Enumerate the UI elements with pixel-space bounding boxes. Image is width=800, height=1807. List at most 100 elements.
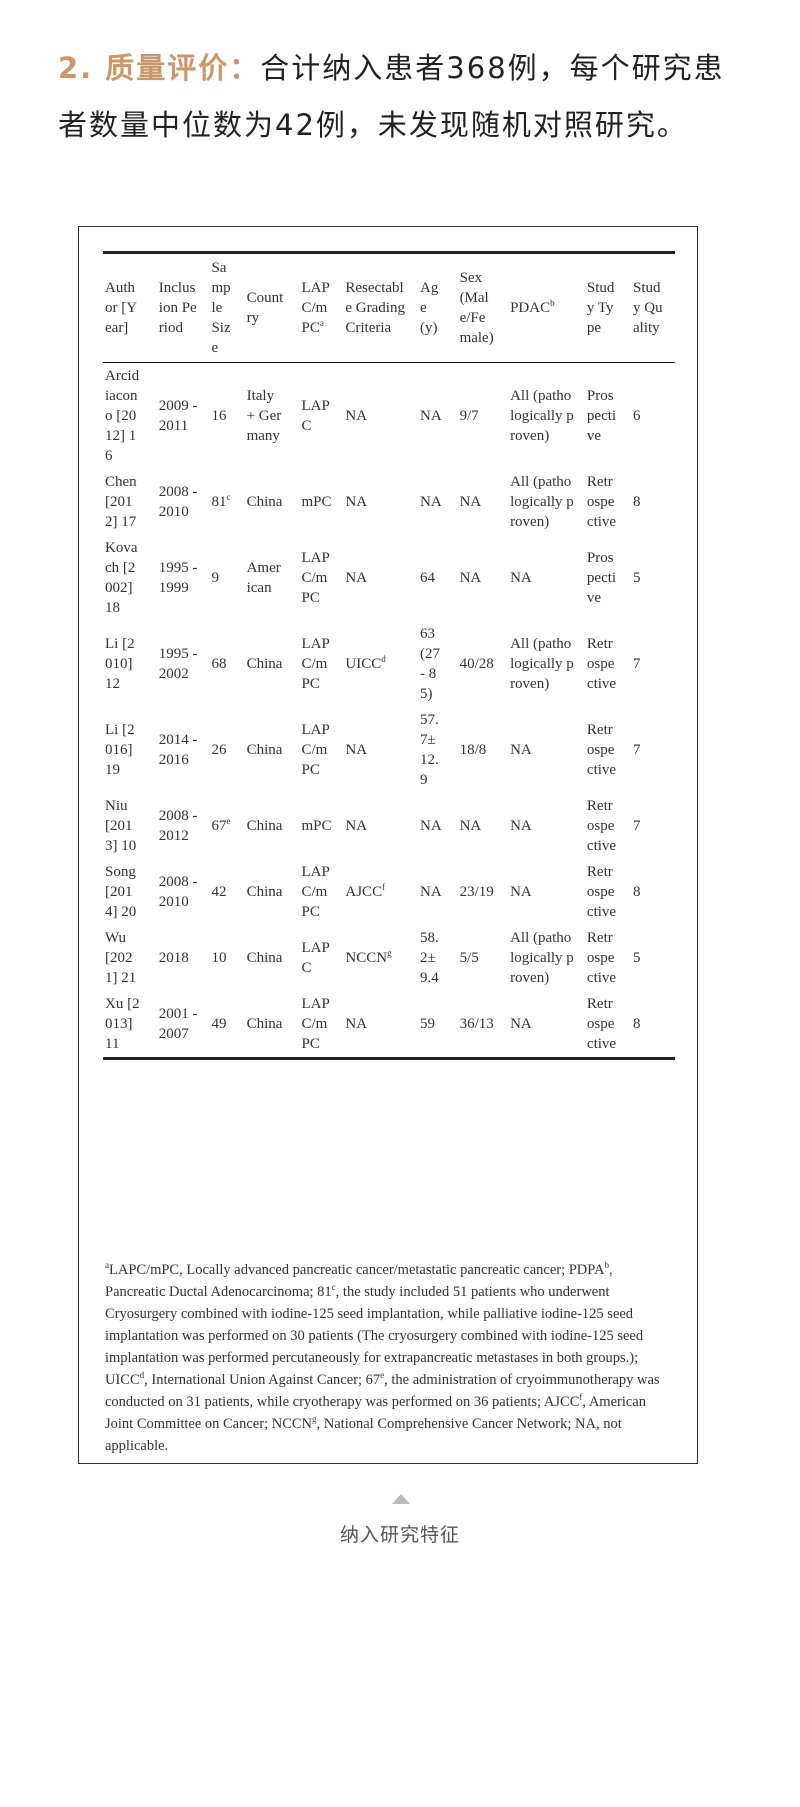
column-header: LAPC/mPCa [299,253,343,363]
table-cell: NA [508,991,585,1059]
superscript: d [381,654,386,664]
column-header-label: Age (y) [420,280,439,336]
table-cell: NA [343,535,418,621]
cell-text: Italy + Germany [246,388,282,444]
cell-text: Retrospective [586,996,617,1052]
table-cell: UICCd [343,621,418,707]
cell-text: 1995 - 2002 [158,646,198,682]
cell-text: 2008 - 2010 [158,874,198,910]
table-cell: 36/13 [458,991,509,1059]
footnote-text: , National Comprehensive Cancer Network;… [105,1416,622,1454]
figure-caption: 纳入研究特征 [339,1524,460,1546]
table-body: Arcidiacono [2012] 16 2009 - 2011 16 Italy … [103,363,675,1059]
cell-text: 5/5 [459,950,479,966]
table-figure: Author [Year] Inclusion Period Sample Size… [78,226,698,1464]
superscript: c [226,492,231,502]
table-cell: AJCCf [343,859,418,925]
cell-text: NA [420,408,442,424]
table-cell: LAPC/mPC [299,991,343,1059]
table-cell: American [245,535,300,621]
table-cell: All (pathologically proven) [508,925,585,991]
table-cell: Niu [2013] 10 [103,793,157,859]
table-row: Xu [2013] 11 2001 - 2007 49 China LAPC/mPC NA… [103,991,675,1059]
table-cell: NA [458,793,509,859]
cell-text: LAPC/mPC [301,722,330,778]
cell-text: AJCCf [345,882,386,901]
cell-text: 68 [211,656,227,672]
study-characteristics-table: Author [Year] Inclusion Period Sample Size… [103,251,675,1060]
cell-text: Retrospective [586,474,617,530]
table-cell: 67e [209,793,244,859]
table-cell: Retrospective [585,621,631,707]
table-cell: Li [2010] 12 [103,621,157,707]
cell-text: 5 [633,950,641,966]
cell-text: 18/8 [459,742,487,758]
cell-text: LAPC/mPC [301,636,330,692]
footnote-marker: d [139,1370,145,1381]
cell-text: 64 [420,570,436,586]
table-cell: China [245,859,300,925]
table-cell: 6 [631,363,675,470]
table-cell: Arcidiacono [2012] 16 [103,363,157,470]
cell-text: All (pathologically proven) [510,930,574,986]
column-header: Study Type [585,253,631,363]
table-cell: NA [343,363,418,470]
cell-text: Xu [2013] 11 [105,996,140,1052]
table-cell: NA [458,469,509,535]
column-header: Age (y) [418,253,458,363]
table-cell: 5 [631,535,675,621]
cell-text: 9/7 [459,408,479,424]
cell-text: 59 [420,1016,436,1032]
table-cell: 64 [418,535,458,621]
cell-text: Retrospective [586,798,617,854]
column-header: Country [245,253,300,363]
section-heading: 2. 质量评价： [58,51,261,85]
cell-text: Li [2010] 12 [105,636,135,692]
cell-text: 58.2± 9.4 [420,930,439,986]
table-cell: 8 [631,991,675,1059]
table-cell: Retrospective [585,469,631,535]
table-row: Arcidiacono [2012] 16 2009 - 2011 16 Italy … [103,363,675,470]
table-cell: China [245,793,300,859]
table-cell: 9/7 [458,363,509,470]
cell-text: 2014 - 2016 [158,732,198,768]
cell-text: 2001 - 2007 [158,1006,198,1042]
table-cell: 57.7± 12.9 [418,707,458,793]
table-cell: 40/28 [458,621,509,707]
cell-text: Song [2014] 20 [105,864,137,920]
cell-text: China [246,818,283,834]
table-cell: All (pathologically proven) [508,621,585,707]
table-footnote: aLAPC/mPC, Locally advanced pancreatic c… [105,1259,675,1457]
table-cell: 68 [209,621,244,707]
table-cell: NA [343,991,418,1059]
cell-text: 7 [633,656,641,672]
intro-text: 合计纳入患者368例，每个研究患者数量中位数为42例，未发现随机对照研究。 [58,51,725,142]
cell-text: 81c [211,492,231,511]
cell-text: Chen [2012] 17 [105,474,137,530]
footnote-marker: e [380,1370,385,1381]
cell-text: 7 [633,818,641,834]
cell-text: NA [510,1016,532,1032]
column-header-label: PDACb [510,298,555,317]
cell-text: Arcidiacono [2012] 16 [105,368,140,464]
table-cell: LAPC/mPC [299,535,343,621]
column-header: Inclusion Period [157,253,210,363]
cell-text: NA [510,818,532,834]
table-cell: LAPC/mPC [299,707,343,793]
column-header: Author [Year] [103,253,157,363]
table-cell: 1995 - 2002 [157,621,210,707]
table-cell: Retrospective [585,859,631,925]
cell-text: 2008 - 2010 [158,484,198,520]
cell-text: NCCNg [345,948,392,967]
cell-text: China [246,494,283,510]
footnote-marker: b [604,1260,610,1271]
table-row: Li [2010] 12 1995 - 2002 68 China LAPC/mPC UI… [103,621,675,707]
table-cell: NA [508,707,585,793]
table-cell: 23/19 [458,859,509,925]
footnote-text: , the study included 51 patients who und… [105,1284,644,1388]
cell-text: NA [510,570,532,586]
table-cell: 1995 - 1999 [157,535,210,621]
cell-text: All (pathologically proven) [510,388,574,444]
column-header-label: Country [246,290,284,326]
cell-text: China [246,656,283,672]
